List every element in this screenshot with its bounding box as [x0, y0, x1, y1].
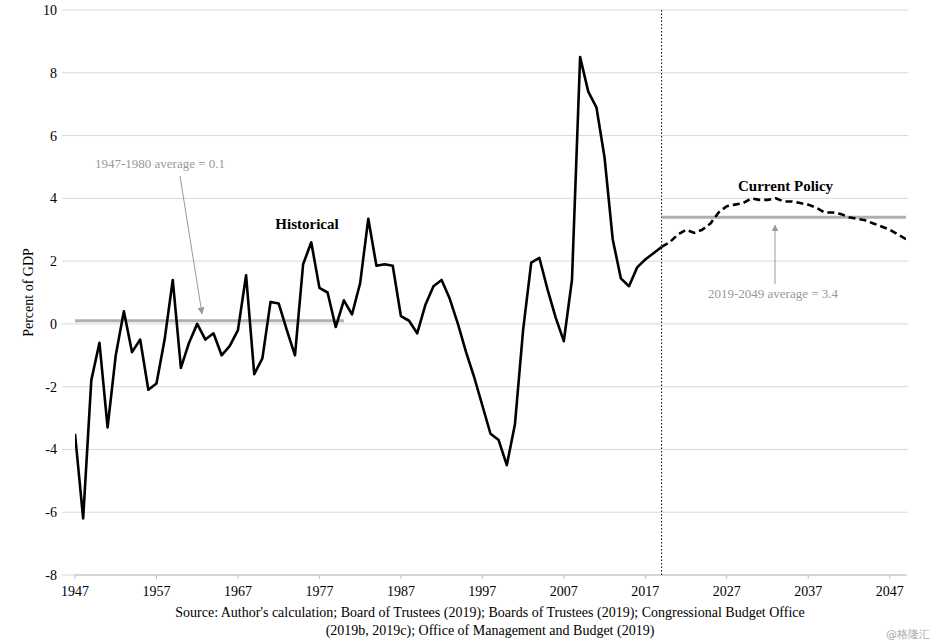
watermark: @格隆汇	[886, 628, 930, 641]
chart: -8 -6 -4 -2 0 2 4 6 8 10 1947 1957 1967 1977 1987 1997 2…	[0, 0, 937, 644]
grid-line	[62, 198, 908, 199]
grid-line	[62, 386, 908, 387]
source-note: (2019b, 2019c); Office of Management and…	[326, 623, 655, 639]
source-note: Source: Author's calculation; Board of T…	[175, 605, 804, 621]
series-label: Historical	[275, 216, 338, 232]
series-line	[662, 198, 906, 247]
y-tick-label: 8	[50, 66, 57, 81]
annotation: 1947-1980 average = 0.1	[95, 156, 225, 171]
x-tick-label: 1987	[387, 584, 415, 599]
x-axis-line	[75, 575, 906, 576]
x-tick	[563, 575, 564, 579]
x-tick	[808, 575, 809, 579]
x-tick-label: 1947	[61, 584, 89, 599]
y-tick-label: -6	[45, 505, 57, 520]
y-tick-label: 10	[43, 3, 57, 18]
x-tick	[75, 575, 76, 579]
average-line	[662, 216, 906, 219]
x-tick-label: 1997	[468, 584, 496, 599]
y-tick-label: 2	[50, 254, 57, 269]
grid-line	[62, 135, 908, 136]
x-tick-label: 1977	[305, 584, 333, 599]
x-tick-label: 1957	[142, 584, 170, 599]
y-tick-label: 0	[50, 317, 57, 332]
x-tick	[319, 575, 320, 579]
grid-line	[62, 72, 908, 73]
annotation-arrow	[775, 225, 776, 284]
grid-line	[62, 512, 908, 513]
x-tick	[237, 575, 238, 579]
x-tick-label: 2007	[550, 584, 578, 599]
annotation-arrow	[180, 176, 202, 314]
y-tick-label: -8	[45, 568, 57, 583]
x-tick	[726, 575, 727, 579]
x-tick-label: 2017	[631, 584, 659, 599]
x-tick	[645, 575, 646, 579]
y-tick-label: 4	[50, 191, 57, 206]
x-tick	[400, 575, 401, 579]
y-tick-label: 6	[50, 129, 57, 144]
average-line	[75, 319, 344, 322]
x-tick-label: 2047	[876, 584, 904, 599]
series-line	[75, 57, 662, 518]
y-axis-label: Percent of GDP	[21, 248, 36, 337]
plot-area	[75, 10, 906, 575]
series-label: Current Policy	[738, 178, 834, 194]
grid-line	[62, 323, 908, 324]
grid-line	[62, 575, 908, 576]
annotation: 2019-2049 average = 3.4	[708, 286, 839, 301]
grid-line	[62, 449, 908, 450]
x-tick	[889, 575, 890, 579]
x-tick	[482, 575, 483, 579]
y-tick-label: -2	[45, 380, 57, 395]
x-tick	[156, 575, 157, 579]
grid-line	[62, 10, 908, 11]
x-tick-label: 2037	[794, 584, 822, 599]
x-tick-label: 2027	[713, 584, 741, 599]
grid-line	[62, 261, 908, 262]
y-tick-label: -4	[45, 442, 57, 457]
divider-line	[661, 10, 662, 575]
x-tick-label: 1967	[224, 584, 252, 599]
